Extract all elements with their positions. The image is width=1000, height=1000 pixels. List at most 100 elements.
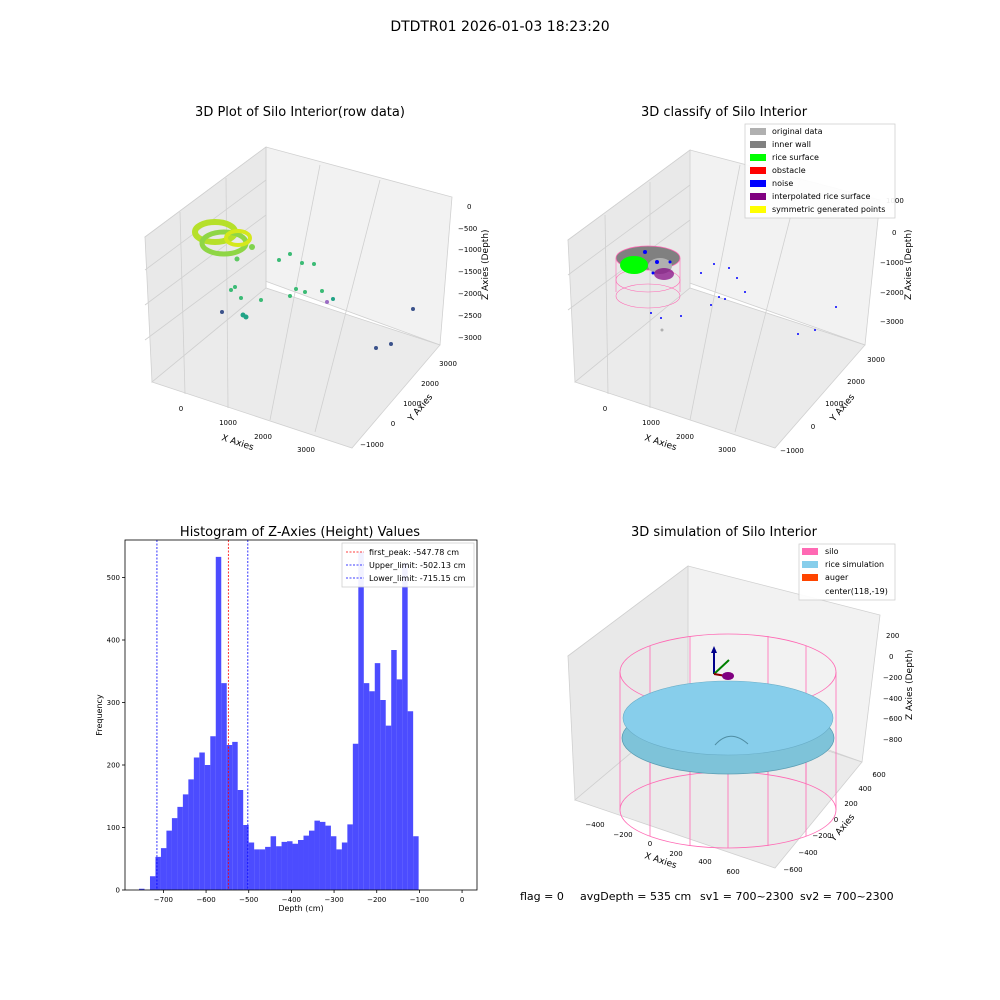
legend-label-original: original data	[772, 127, 823, 136]
histogram-bar	[413, 836, 419, 890]
histogram-ytick-label: 0	[116, 887, 120, 895]
legend-swatch-inner-wall	[750, 141, 766, 148]
simulation-ylabel: Y Axies	[828, 812, 857, 844]
classify-ztick: −1000	[880, 259, 904, 267]
simulation-ztick: −800	[883, 736, 902, 744]
legend-swatch-rice-sim	[802, 561, 818, 568]
histogram-bar	[270, 836, 277, 890]
raw-ylabel: Y Axies	[406, 392, 435, 424]
histogram-bar	[243, 825, 249, 890]
legend-label-rice-sim: rice simulation	[825, 560, 884, 569]
histogram-bar	[166, 830, 172, 891]
histogram-bar	[139, 888, 145, 890]
classify-ytick: 1000	[825, 400, 843, 408]
simulation-ztick: −400	[883, 695, 902, 703]
histogram-bar	[292, 843, 299, 890]
status-footer: flag = 0 avgDepth = 535 cm sv1 = 700~230…	[520, 890, 894, 903]
histogram-bar	[396, 679, 403, 891]
histogram-xtick-label: −500	[239, 896, 258, 904]
classify-xlabel: X Axies	[643, 433, 678, 453]
histogram-ytick-label: 200	[107, 762, 120, 770]
histogram-xtick-label: 0	[460, 896, 464, 904]
histogram-bar	[215, 556, 222, 891]
classify-ztick: −2000	[880, 289, 904, 297]
raw-ztick: −500	[458, 225, 477, 233]
simulation-ztick: 0	[889, 653, 893, 661]
histogram-ylabel: Frequency	[95, 694, 104, 736]
legend-label-inner-wall: inner wall	[772, 140, 811, 149]
histogram-bar	[336, 849, 342, 891]
simulation-xtick: −400	[585, 821, 604, 829]
classify-ytick: 3000	[867, 356, 885, 364]
legend-swatch-obstacle	[750, 167, 766, 174]
raw-ztick: −3000	[458, 334, 482, 342]
classify-ytick: −1000	[780, 447, 804, 455]
histogram-bar	[402, 563, 408, 891]
raw-ztick: −2500	[458, 312, 482, 320]
simulation-xtick: 600	[726, 868, 739, 876]
classify-xtick: 1000	[642, 419, 660, 427]
simulation-ztick: 200	[886, 632, 899, 640]
raw-ytick: 3000	[439, 360, 457, 368]
status-sv1: sv1 = 700~2300	[700, 890, 794, 903]
histogram-xtick-label: −600	[196, 896, 215, 904]
panel-classify-3d: 3D classify of Silo Interior	[567, 105, 914, 455]
raw-tick-labels: 0 1000 2000 3000 −1000 0 1000 2000 3000 …	[179, 203, 482, 454]
panel-histogram: Histogram of Z-Axies (Height) Values −70…	[95, 525, 478, 913]
histogram-bar	[221, 683, 227, 891]
raw-xtick: 1000	[219, 419, 237, 427]
legend-swatch-original	[750, 128, 766, 135]
histogram-bars	[139, 551, 419, 891]
histogram-xtick-label: −100	[410, 896, 429, 904]
histogram-ytick-label: 400	[107, 637, 120, 645]
auger-marker	[711, 646, 734, 680]
classify-ytick: 0	[811, 423, 815, 431]
histogram-ytick-label: 100	[107, 824, 120, 832]
raw-zlabel: Z Axies (Depth)	[481, 229, 491, 300]
classify-xtick: 2000	[676, 433, 694, 441]
histogram-bar	[276, 846, 282, 890]
raw-point-cloud	[192, 219, 415, 350]
legend-swatch-auger	[802, 574, 818, 581]
classify-tick-labels: 0 1000 2000 3000 −1000 0 1000 2000 3000 …	[603, 197, 904, 455]
legend-label-first-peak: first_peak: -547.78 cm	[369, 548, 459, 557]
histogram-bar	[281, 841, 288, 891]
panel-raw-title: 3D Plot of Silo Interior(row data)	[195, 105, 405, 120]
histogram-bar	[380, 700, 386, 890]
legend-label-noise: noise	[772, 179, 793, 188]
histogram-title: Histogram of Z-Axies (Height) Values	[180, 525, 420, 540]
histogram-bar	[188, 779, 194, 891]
histogram-xlabel: Depth (cm)	[278, 904, 323, 913]
histogram-bar	[358, 551, 364, 891]
histogram-xtick-label: −200	[367, 896, 386, 904]
legend-swatch-symmetric	[750, 206, 766, 213]
legend-label-obstacle: obstacle	[772, 166, 806, 175]
raw-ztick: −1000	[458, 246, 482, 254]
simulation-ytick: 0	[834, 816, 838, 824]
histogram-bar	[149, 876, 156, 890]
histogram-bar	[232, 741, 238, 891]
histogram-bar	[385, 725, 392, 891]
histogram-bar	[226, 745, 233, 890]
classify-floor-pane	[574, 287, 866, 449]
panel-simulation-title: 3D simulation of Silo Interior	[631, 525, 818, 540]
simulation-ytick: −600	[783, 866, 802, 874]
histogram-bar	[182, 794, 189, 891]
classify-legend: original data inner wall rice surface ob…	[744, 123, 896, 219]
histogram-bar	[407, 711, 414, 890]
histogram-bar	[319, 821, 326, 891]
figure-suptitle: DTDTR01 2026-01-03 18:23:20	[390, 19, 609, 35]
histogram-bar	[347, 824, 353, 891]
histogram-bar	[248, 842, 255, 890]
histogram-frame	[124, 539, 478, 891]
panel-raw-3d: 3D Plot of Silo Interior(row data) 0 100…	[144, 105, 491, 454]
legend-label-auger: auger	[825, 573, 849, 582]
simulation-ztick: −200	[883, 674, 902, 682]
classify-ytick: 2000	[847, 378, 865, 386]
legend-swatch-silo	[802, 548, 818, 555]
raw-ytick: 1000	[403, 400, 421, 408]
histogram-bar	[193, 757, 200, 890]
panel-classify-title: 3D classify of Silo Interior	[641, 105, 808, 120]
raw-xtick: 0	[179, 405, 183, 413]
